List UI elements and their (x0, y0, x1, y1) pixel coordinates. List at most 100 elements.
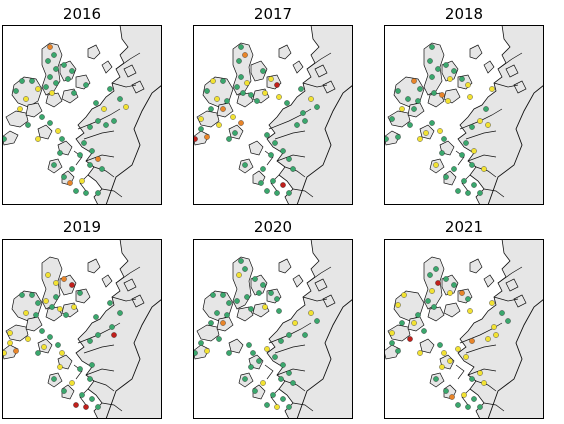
site-marker-green (35, 350, 41, 356)
site-marker-yellow (481, 166, 487, 172)
site-marker-green (264, 188, 270, 194)
site-marker-yellow (57, 306, 63, 312)
site-marker-green (407, 122, 413, 128)
site-marker-green (469, 162, 475, 168)
island (37, 124, 53, 140)
site-marker-green (451, 68, 457, 74)
fjord-line (455, 364, 465, 380)
site-marker-green (35, 300, 41, 306)
site-marker-green (469, 124, 475, 130)
site-marker-green (268, 290, 274, 296)
fjord-line (467, 368, 497, 376)
site-marker-orange (61, 276, 67, 282)
site-marker-yellow (395, 302, 401, 308)
site-marker-green (77, 290, 83, 296)
site-marker-green (264, 402, 270, 408)
site-marker-green (226, 350, 232, 356)
border-line (487, 298, 544, 419)
site-marker-orange (411, 78, 417, 84)
site-marker-green (427, 272, 433, 278)
site-marker-green (274, 296, 280, 302)
site-marker-green (278, 376, 284, 382)
site-marker-green (505, 318, 511, 324)
panel-frame (384, 25, 544, 205)
island (469, 258, 483, 274)
site-marker-yellow (230, 114, 236, 120)
island (314, 278, 328, 292)
fjord-line (115, 52, 141, 70)
site-marker-orange (47, 44, 53, 50)
site-marker-green (53, 80, 59, 86)
site-marker-green (290, 380, 296, 386)
site-marker-green (286, 404, 292, 410)
site-marker-green (69, 68, 75, 74)
site-marker-orange (204, 134, 210, 140)
site-marker-green (95, 190, 101, 196)
site-marker-green (314, 104, 320, 110)
site-marker-green (405, 96, 411, 102)
site-marker-green (13, 88, 19, 94)
site-marker-orange (238, 120, 244, 126)
site-marker-green (302, 332, 308, 338)
fjord-line (264, 150, 274, 166)
panel-frame (193, 25, 353, 205)
site-marker-orange (220, 320, 226, 326)
fjord-line (111, 82, 137, 88)
map-panel-2021 (384, 239, 544, 419)
site-marker-green (232, 130, 238, 136)
site-marker-green (111, 118, 117, 124)
fjord-line (497, 266, 523, 284)
site-marker-green (429, 44, 435, 50)
fjord-line (83, 130, 115, 140)
fjord-line (85, 368, 115, 376)
site-marker-green (256, 290, 262, 296)
fjord-line (302, 296, 328, 302)
fjord-line (483, 188, 505, 198)
fjord-line (276, 368, 306, 376)
site-marker-green (73, 188, 79, 194)
site-marker-green (234, 298, 240, 304)
island (387, 110, 411, 128)
site-marker-red (193, 136, 198, 142)
island (87, 44, 101, 60)
site-marker-green (89, 396, 95, 402)
site-marker-green (208, 320, 214, 326)
fjord-line (101, 188, 123, 198)
site-marker-green (280, 396, 286, 402)
island (292, 274, 304, 288)
island (11, 76, 43, 108)
site-marker-yellow (489, 86, 495, 92)
site-marker-green (415, 98, 421, 104)
fjord-line (93, 380, 115, 392)
site-marker-green (117, 310, 123, 316)
site-marker-green (107, 86, 113, 92)
site-marker-green (61, 388, 67, 394)
island (387, 324, 411, 342)
island (483, 60, 495, 74)
site-marker-green (264, 132, 270, 138)
island (101, 60, 113, 74)
site-marker-yellow (45, 272, 51, 278)
site-marker-green (51, 376, 57, 382)
site-marker-green (242, 266, 248, 272)
site-marker-green (270, 178, 276, 184)
site-marker-green (439, 150, 445, 156)
fjord-line (465, 344, 497, 354)
panel-title-2020: 2020 (253, 218, 293, 236)
site-marker-yellow (35, 136, 41, 142)
map-panel-2019 (2, 239, 162, 419)
site-marker-green (425, 298, 431, 304)
site-marker-yellow (7, 330, 13, 336)
site-marker-green (260, 166, 266, 172)
fjord-line (264, 364, 274, 380)
site-marker-red (280, 182, 286, 188)
fjord-line (77, 108, 121, 130)
site-marker-yellow (43, 298, 49, 304)
site-marker-yellow (445, 98, 451, 104)
site-marker-green (471, 396, 477, 402)
site-marker-green (61, 62, 67, 68)
site-marker-green (53, 66, 59, 72)
site-marker-green (238, 74, 244, 80)
site-marker-yellow (493, 332, 499, 338)
site-marker-green (109, 324, 115, 330)
